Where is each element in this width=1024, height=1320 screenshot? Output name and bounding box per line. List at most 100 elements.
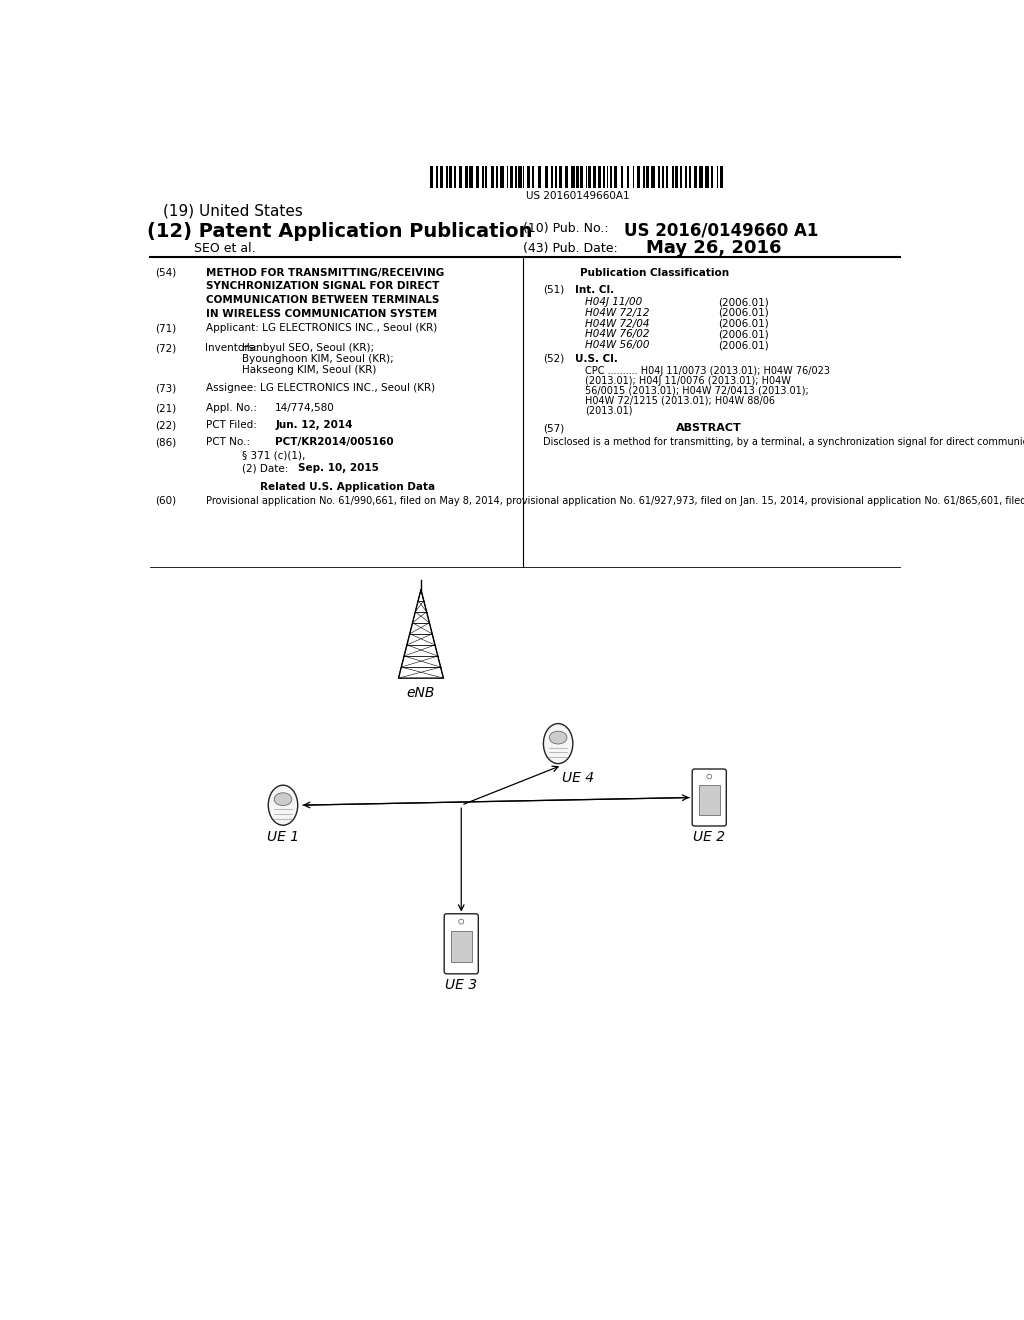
Bar: [555, 166, 557, 187]
Bar: [699, 166, 702, 187]
Bar: [545, 166, 548, 187]
Text: METHOD FOR TRANSMITTING/RECEIVING
SYNCHRONIZATION SIGNAL FOR DIRECT
COMMUNICATIO: METHOD FOR TRANSMITTING/RECEIVING SYNCHR…: [206, 268, 443, 318]
Bar: [621, 166, 624, 187]
Bar: [694, 166, 696, 187]
Bar: [593, 166, 596, 187]
Bar: [627, 166, 630, 187]
Text: UE 1: UE 1: [267, 830, 299, 843]
Text: UE 3: UE 3: [445, 978, 477, 991]
Text: Inventors:: Inventors:: [206, 343, 258, 354]
Text: Hakseong KIM, Seoul (KR): Hakseong KIM, Seoul (KR): [242, 364, 376, 375]
Text: Provisional application No. 61/990,661, filed on May 8, 2014, provisional applic: Provisional application No. 61/990,661, …: [206, 496, 1024, 506]
Text: H04W 72/12: H04W 72/12: [586, 308, 650, 318]
Text: Int. Cl.: Int. Cl.: [575, 285, 614, 294]
Text: (73): (73): [155, 383, 176, 393]
Text: Appl. No.:: Appl. No.:: [206, 404, 256, 413]
Text: PCT Filed:: PCT Filed:: [206, 420, 256, 430]
Text: Hanbyul SEO, Seoul (KR);: Hanbyul SEO, Seoul (KR);: [242, 343, 374, 354]
Text: Assignee: LG ELECTRONICS INC., Seoul (KR): Assignee: LG ELECTRONICS INC., Seoul (KR…: [206, 383, 434, 393]
Bar: [523, 166, 524, 187]
Circle shape: [459, 919, 464, 924]
Text: § 371 (c)(1),: § 371 (c)(1),: [242, 451, 305, 461]
Text: eNB: eNB: [407, 686, 435, 700]
Bar: [527, 166, 529, 187]
Text: Applicant: LG ELECTRONICS INC., Seoul (KR): Applicant: LG ELECTRONICS INC., Seoul (K…: [206, 323, 437, 333]
Bar: [603, 166, 605, 187]
Bar: [717, 166, 718, 187]
Text: (22): (22): [155, 420, 176, 430]
Bar: [551, 166, 553, 187]
Text: U.S. Cl.: U.S. Cl.: [575, 354, 618, 364]
Text: Jun. 12, 2014: Jun. 12, 2014: [275, 420, 352, 430]
Text: UE 4: UE 4: [562, 771, 594, 784]
Bar: [532, 166, 535, 187]
Text: (71): (71): [155, 323, 176, 333]
Bar: [658, 166, 660, 187]
Text: (2006.01): (2006.01): [719, 308, 769, 318]
Text: (2006.01): (2006.01): [719, 318, 769, 329]
Bar: [633, 166, 634, 187]
Bar: [454, 166, 457, 187]
Bar: [469, 166, 473, 187]
Text: US 20160149660A1: US 20160149660A1: [525, 190, 630, 201]
Bar: [490, 166, 495, 187]
Bar: [685, 166, 687, 187]
Bar: [500, 166, 504, 187]
Text: (72): (72): [155, 343, 176, 354]
Text: Publication Classification: Publication Classification: [581, 268, 729, 277]
Text: H04W 76/02: H04W 76/02: [586, 330, 650, 339]
Bar: [577, 166, 579, 187]
Bar: [581, 166, 583, 187]
Bar: [651, 166, 654, 187]
Text: 56/0015 (2013.01); H04W 72/0413 (2013.01);: 56/0015 (2013.01); H04W 72/0413 (2013.01…: [586, 385, 809, 396]
Bar: [588, 166, 591, 187]
Bar: [672, 166, 674, 187]
Bar: [436, 166, 437, 187]
Ellipse shape: [549, 731, 567, 744]
Bar: [586, 166, 587, 187]
Text: ABSTRACT: ABSTRACT: [677, 424, 742, 433]
Ellipse shape: [544, 723, 572, 763]
Bar: [459, 166, 462, 187]
Bar: [675, 166, 678, 187]
Bar: [518, 166, 521, 187]
Text: (2006.01): (2006.01): [719, 297, 769, 308]
Text: (57): (57): [543, 424, 564, 433]
Bar: [507, 166, 508, 187]
Bar: [515, 166, 517, 187]
Bar: [510, 166, 513, 187]
Text: US 2016/0149660 A1: US 2016/0149660 A1: [624, 222, 818, 239]
Bar: [571, 166, 574, 187]
Circle shape: [707, 775, 712, 779]
Text: (21): (21): [155, 404, 176, 413]
Bar: [440, 166, 443, 187]
Text: PCT No.:: PCT No.:: [206, 437, 250, 447]
Bar: [465, 166, 468, 187]
Bar: [497, 166, 498, 187]
Text: (54): (54): [155, 268, 176, 277]
Bar: [680, 166, 682, 187]
Bar: [689, 166, 691, 187]
FancyBboxPatch shape: [444, 913, 478, 974]
Text: H04W 72/04: H04W 72/04: [586, 318, 650, 329]
Text: (86): (86): [155, 437, 176, 447]
Bar: [646, 166, 649, 187]
Bar: [720, 166, 723, 187]
Bar: [450, 166, 452, 187]
Text: 14/774,580: 14/774,580: [275, 404, 335, 413]
Text: (2013.01); H04J 11/0076 (2013.01); H04W: (2013.01); H04J 11/0076 (2013.01); H04W: [586, 376, 792, 385]
Text: (2) Date:: (2) Date:: [242, 463, 289, 474]
Ellipse shape: [274, 793, 292, 805]
Text: Related U.S. Application Data: Related U.S. Application Data: [260, 482, 435, 492]
Text: (51): (51): [543, 285, 564, 294]
Bar: [446, 166, 447, 187]
Text: (2013.01): (2013.01): [586, 405, 633, 416]
Bar: [610, 166, 611, 187]
Text: CPC .......... H04J 11/0073 (2013.01); H04W 76/023: CPC .......... H04J 11/0073 (2013.01); H…: [586, 366, 830, 375]
Bar: [607, 166, 608, 187]
Text: (2006.01): (2006.01): [719, 341, 769, 350]
Bar: [451, 931, 472, 962]
Text: (2006.01): (2006.01): [719, 330, 769, 339]
Bar: [430, 166, 433, 187]
Bar: [476, 166, 479, 187]
